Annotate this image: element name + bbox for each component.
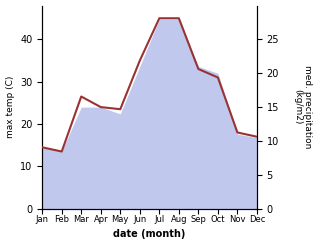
Y-axis label: med. precipitation
(kg/m2): med. precipitation (kg/m2) [293,65,313,149]
X-axis label: date (month): date (month) [114,230,186,239]
Y-axis label: max temp (C): max temp (C) [5,76,15,138]
